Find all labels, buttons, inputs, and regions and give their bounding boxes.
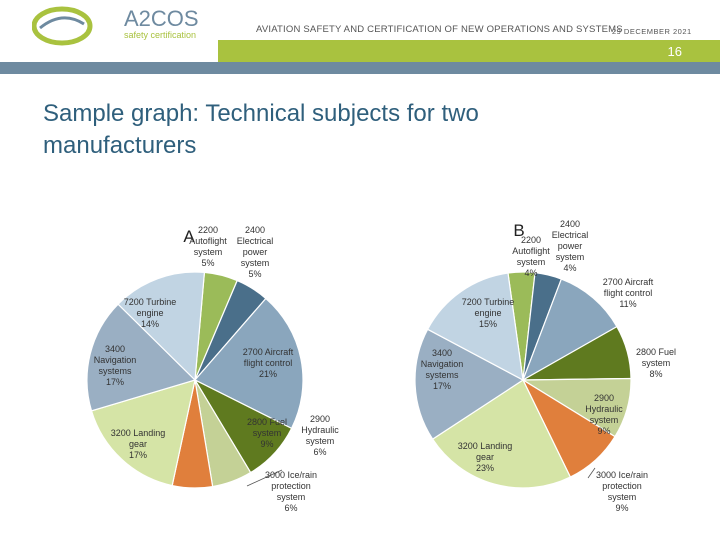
pie-b-label-7: 3400 Navigation systems 17% bbox=[421, 348, 464, 391]
pie-b-leader-line-0 bbox=[587, 467, 596, 479]
pie-a-slice-2 bbox=[194, 297, 304, 430]
pie-a-label-7: 3400 Navigation systems 17% bbox=[94, 344, 137, 387]
pie-a-label-4: 2900 Hydraulic system 6% bbox=[301, 414, 339, 457]
a2cos-logo: A2COS safety certification bbox=[32, 6, 199, 46]
pie-a-label-5: 3000 Ice/rain protection system 6% bbox=[265, 470, 317, 513]
pie-a-slice-6 bbox=[90, 379, 196, 487]
pie-a-label-0: 2200 Autoflight system 5% bbox=[189, 225, 227, 268]
pie-a-slice-7 bbox=[86, 303, 197, 412]
pie-b-label-3: 2800 Fuel system 8% bbox=[636, 347, 676, 379]
pie-b-slice-8 bbox=[426, 272, 524, 382]
pie-a-title: A bbox=[183, 227, 195, 246]
pie-a-label-8: 7200 Turbine engine 14% bbox=[124, 297, 177, 329]
pie-b-slice-7 bbox=[414, 328, 525, 440]
pie-b-label-1: 2400 Electrical power system 4% bbox=[552, 219, 589, 273]
logo-swoosh-inner-icon bbox=[39, 16, 85, 30]
pie-b-label-5: 3000 Ice/rain protection system 9% bbox=[596, 470, 648, 513]
pie-b-label-6: 3200 Landing gear 23% bbox=[458, 441, 513, 473]
logo-swoosh-icon bbox=[32, 6, 93, 46]
pie-b-label-4: 2900 Hydraulic system 9% bbox=[585, 393, 623, 436]
pie-b-label-0: 2200 Autoflight system 4% bbox=[512, 235, 550, 278]
pie-b-slice-6 bbox=[431, 379, 572, 489]
pie-b-slice-2 bbox=[521, 278, 618, 382]
header-green-bar bbox=[218, 40, 720, 62]
pie-a-leader-line-0 bbox=[246, 469, 283, 487]
pie-b-label-8: 7200 Turbine engine 15% bbox=[462, 297, 515, 329]
slide-title: Sample graph: Technical subjects for two… bbox=[43, 100, 479, 159]
pie-a-label-1: 2400 Electrical power system 5% bbox=[237, 225, 274, 279]
header-title: AVIATION SAFETY AND CERTIFICATION OF NEW… bbox=[256, 24, 623, 35]
logo-text: A2COS bbox=[124, 6, 199, 31]
header-blue-bar bbox=[0, 62, 720, 74]
pie-a-label-3: 2800 Fuel system 9% bbox=[247, 417, 287, 449]
pie-a-label-2: 2700 Aircraft flight control 21% bbox=[243, 347, 294, 379]
pie-b-title: B bbox=[513, 221, 524, 240]
logo-subtitle: safety certification bbox=[124, 30, 196, 40]
header-date: 29 DECEMBER 2021 bbox=[612, 27, 692, 36]
pie-a-label-6: 3200 Landing gear 17% bbox=[111, 428, 166, 460]
pie-a-slice-8 bbox=[117, 271, 206, 382]
page-number: 16 bbox=[667, 44, 682, 59]
pie-b-label-2: 2700 Aircraft flight control 11% bbox=[603, 277, 654, 309]
